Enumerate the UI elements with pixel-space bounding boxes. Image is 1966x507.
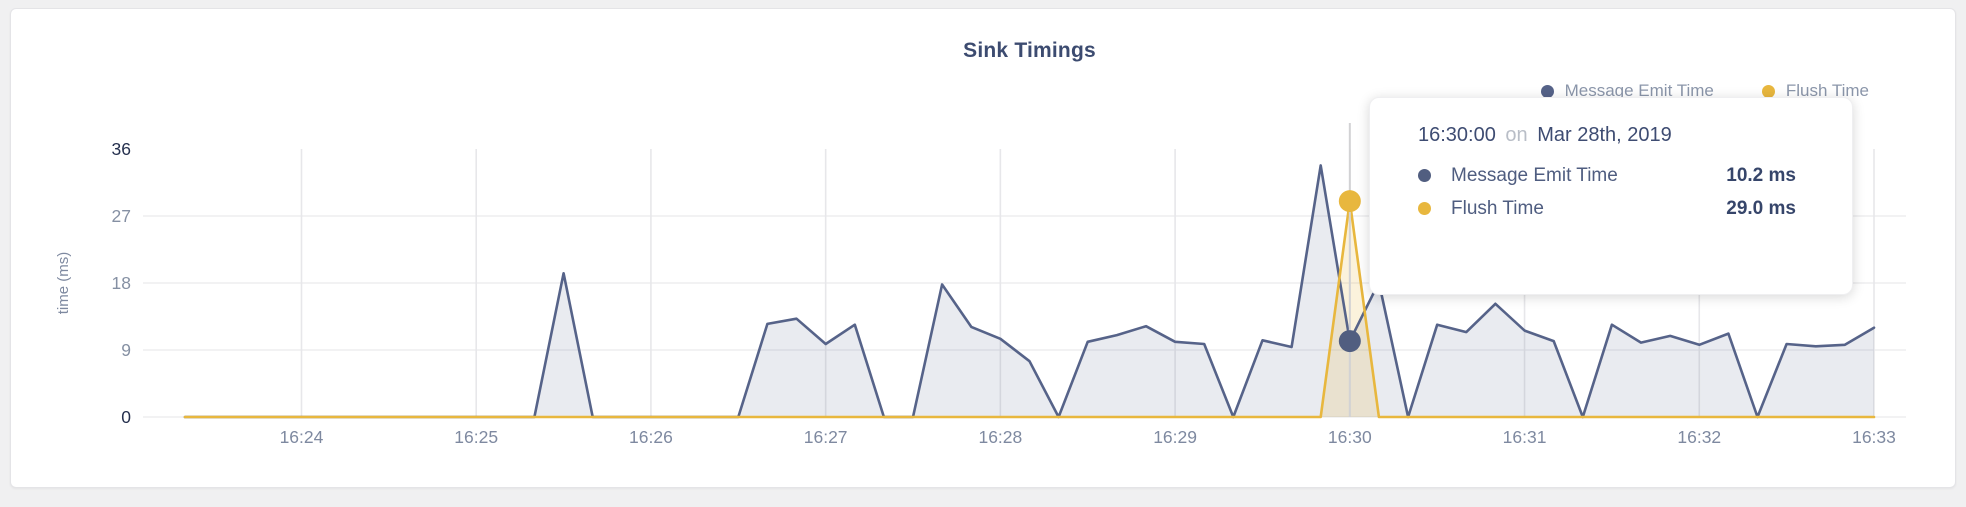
tooltip-series-value: 10.2 ms <box>1726 164 1796 186</box>
hover-point-flush-time[interactable] <box>1338 190 1361 213</box>
tooltip-series-dot <box>1418 202 1431 215</box>
y-axis-label: time (ms) <box>55 252 72 315</box>
x-tick-label: 16:30 <box>1328 427 1372 447</box>
legend-item-flush-time[interactable]: Flush Time <box>1761 81 1869 101</box>
hover-tooltip: 16:30:00 on Mar 28th, 2019 Message Emit … <box>1369 97 1853 295</box>
x-tick-label: 16:33 <box>1852 427 1896 447</box>
chart-card: Sink Timings 0 9 18 27 36 time (ms) 16:24 16:25… <box>10 8 1956 488</box>
tooltip-series-value: 29.0 ms <box>1726 197 1796 219</box>
x-tick-label: 16:31 <box>1503 427 1547 447</box>
tooltip-row: Flush Time 29.0 ms <box>1418 192 1796 225</box>
chart-title: Sink Timings <box>963 39 1096 62</box>
legend-item-label: Flush Time <box>1785 81 1869 100</box>
tooltip-date: Mar 28th, 2019 <box>1537 124 1672 146</box>
y-tick-label: 0 <box>121 407 131 427</box>
x-tick-label: 16:29 <box>1153 427 1197 447</box>
y-tick-label: 9 <box>121 340 131 360</box>
tooltip-row: Message Emit Time 10.2 ms <box>1418 159 1796 192</box>
tooltip-joiner: on <box>1505 124 1528 146</box>
x-tick-label: 16:27 <box>804 427 848 447</box>
y-tick-label: 27 <box>112 206 131 226</box>
x-tick-label: 16:26 <box>629 427 673 447</box>
tooltip-time: 16:30:00 <box>1418 124 1496 146</box>
legend-item-label: Message Emit Time <box>1564 81 1714 100</box>
y-axis-ticks: 0 9 18 27 36 <box>112 139 132 427</box>
series-area-message-emit-time <box>185 165 1874 417</box>
tooltip-rows: Message Emit Time 10.2 ms Flush Time 29.0 m… <box>1418 159 1796 225</box>
series-line-flush-time <box>183 199 1876 419</box>
x-tick-label: 16:28 <box>978 427 1022 447</box>
x-axis-ticks: 16:24 16:25 16:26 16:27 16:28 16:29 16:30 16:31… <box>280 427 1896 447</box>
x-tick-label: 16:32 <box>1677 427 1721 447</box>
series-layer <box>183 164 1876 419</box>
legend-dot <box>1761 84 1775 98</box>
legend-dot <box>1540 84 1554 98</box>
tooltip-series-label: Message Emit Time <box>1451 164 1618 186</box>
y-tick-label: 36 <box>112 139 131 159</box>
hover-point-message-emit-time[interactable] <box>1338 330 1361 353</box>
x-tick-label: 16:25 <box>454 427 498 447</box>
x-tick-label: 16:24 <box>280 427 324 447</box>
tooltip-series-label: Flush Time <box>1451 197 1544 219</box>
tooltip-header: 16:30:00 on Mar 28th, 2019 <box>1418 124 1796 147</box>
tooltip-series-dot <box>1418 169 1431 182</box>
legend-item-message-emit-time[interactable]: Message Emit Time <box>1540 81 1714 101</box>
y-tick-label: 18 <box>112 273 131 293</box>
chart-legend: Message Emit Time Flush Time <box>1540 81 1869 101</box>
